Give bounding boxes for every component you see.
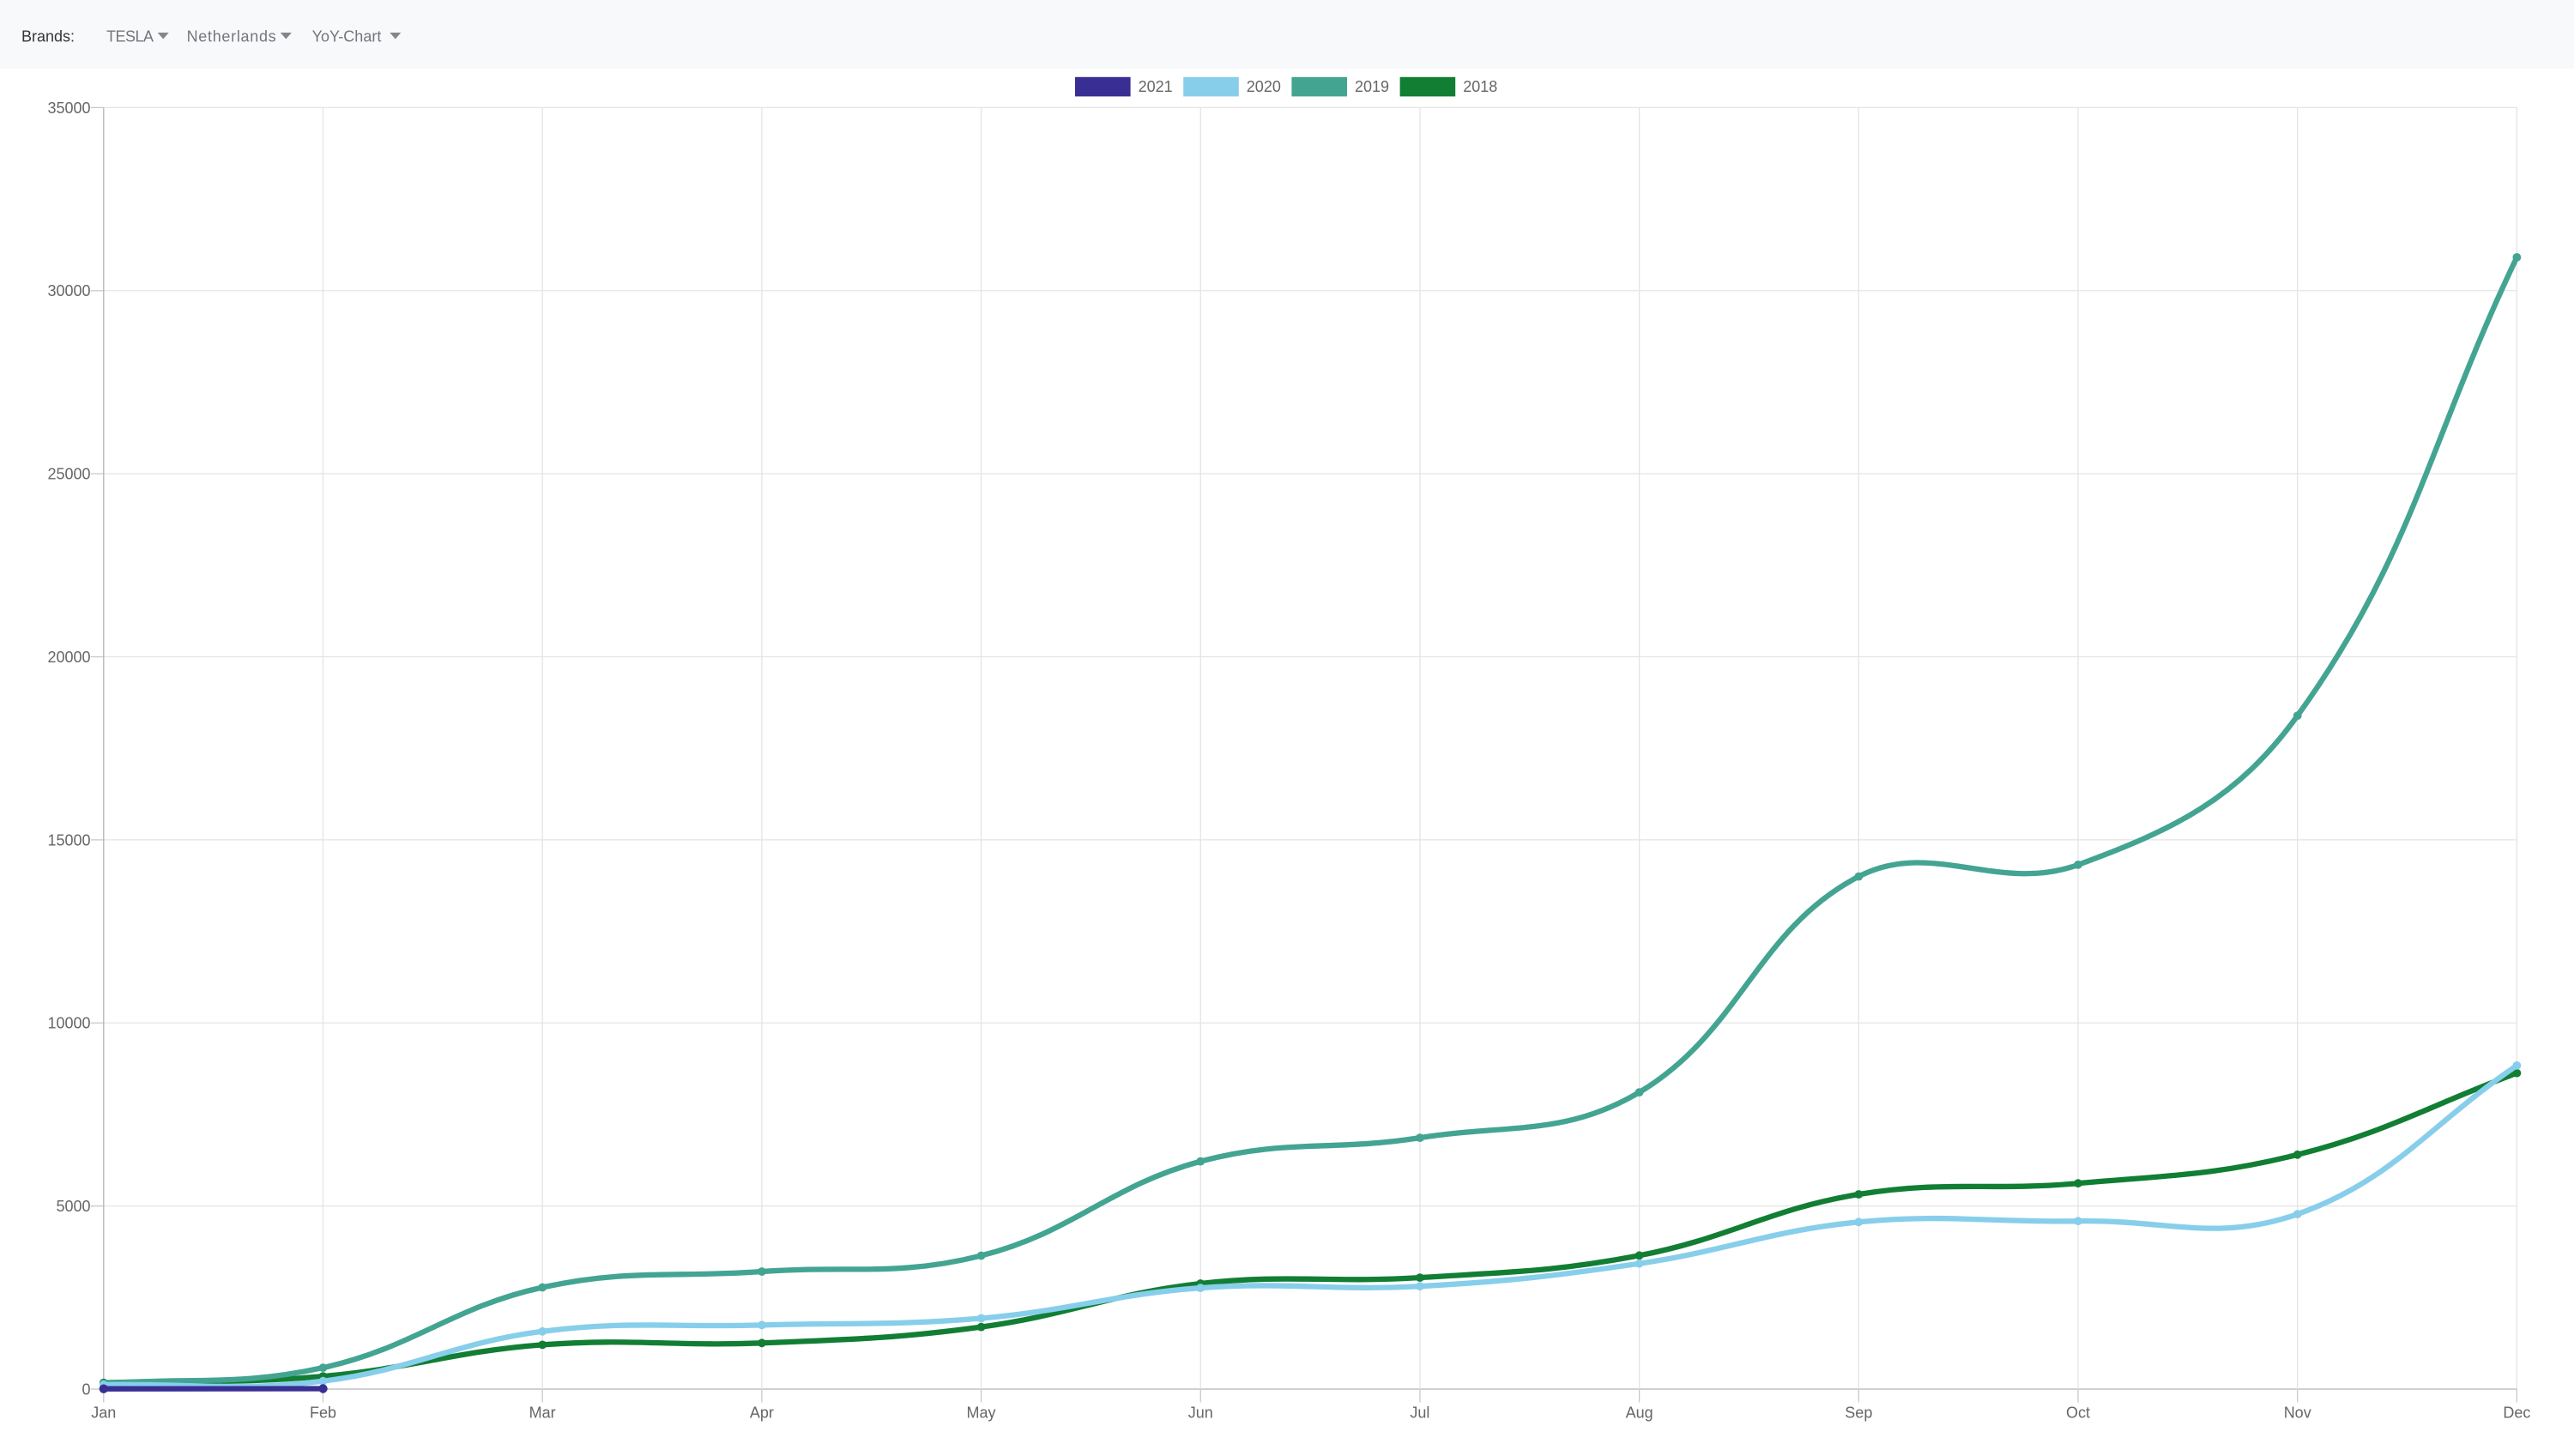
svg-text:30000: 30000: [47, 282, 90, 299]
svg-text:Oct: Oct: [2066, 1404, 2090, 1421]
svg-text:5000: 5000: [56, 1198, 90, 1215]
svg-text:YoY-Chart: YoY-Chart: [312, 28, 382, 45]
svg-text:Aug: Aug: [1626, 1404, 1653, 1421]
svg-text:25000: 25000: [47, 466, 90, 483]
svg-text:20000: 20000: [47, 649, 90, 666]
svg-text:Jan: Jan: [91, 1404, 116, 1421]
svg-text:2018: 2018: [1463, 78, 1497, 95]
svg-text:2020: 2020: [1247, 78, 1281, 95]
svg-text:10000: 10000: [47, 1015, 90, 1032]
svg-text:35000: 35000: [47, 100, 90, 117]
svg-text:2021: 2021: [1139, 78, 1173, 95]
svg-text:Jun: Jun: [1188, 1404, 1213, 1421]
svg-text:Dec: Dec: [2503, 1404, 2530, 1421]
svg-text:2019: 2019: [1355, 78, 1389, 95]
svg-text:15000: 15000: [47, 831, 90, 849]
svg-text:Mar: Mar: [529, 1404, 556, 1421]
svg-text:May: May: [967, 1404, 996, 1421]
svg-text:0: 0: [82, 1380, 90, 1398]
svg-text:TESLA: TESLA: [106, 28, 154, 45]
svg-text:Feb: Feb: [310, 1404, 336, 1421]
svg-text:Nov: Nov: [2284, 1404, 2311, 1421]
svg-text:Jul: Jul: [1410, 1404, 1429, 1421]
svg-text:Brands:: Brands:: [21, 28, 75, 45]
svg-text:Sep: Sep: [1845, 1404, 1872, 1421]
svg-text:Apr: Apr: [750, 1404, 774, 1421]
svg-text:Netherlands: Netherlands: [187, 28, 277, 45]
